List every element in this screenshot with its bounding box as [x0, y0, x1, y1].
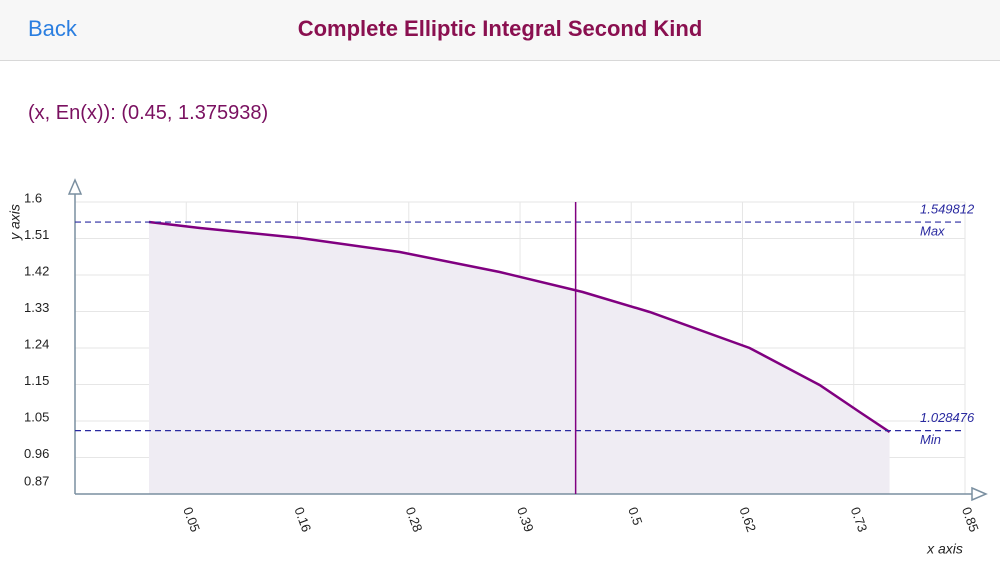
x-axis-title: x axis	[926, 541, 963, 557]
readout: (x, En(x)): (0.45, 1.375938)	[28, 102, 269, 124]
y-tick-label: 1.42	[24, 263, 49, 278]
limit-value: 1.028476	[920, 410, 975, 425]
x-tick-label: 0.85	[959, 505, 982, 534]
nav-title: Complete Elliptic Integral Second Kind	[297, 16, 703, 41]
x-tick-label: 0.73	[848, 505, 871, 534]
x-tick-label: 0.62	[736, 505, 759, 534]
curve	[148, 220, 891, 434]
x-axis-arrow	[971, 486, 988, 502]
y-tick-label: 0.96	[24, 446, 49, 461]
y-tick-label: 1.33	[24, 300, 49, 315]
x-tick-label: 0.39	[514, 505, 537, 534]
y-tick-label: 1.05	[24, 409, 49, 424]
y-tick-label: 1.6	[24, 190, 42, 205]
x-tick-label: 0.5	[625, 505, 645, 527]
y-axis-arrow	[67, 178, 83, 195]
x-tick-label: 0.05	[180, 505, 203, 534]
area-fill	[149, 222, 890, 494]
y-axis-title: y axis	[7, 204, 23, 241]
y-tick-label: 1.15	[24, 373, 49, 388]
x-tick-label: 0.28	[403, 505, 426, 534]
back-button[interactable]: Back	[28, 16, 77, 41]
limit-name: Min	[920, 432, 941, 447]
x-tick-label: 0.16	[291, 505, 314, 534]
limit-name: Max	[920, 224, 945, 239]
y-tick-label: 1.24	[24, 336, 49, 351]
y-tick-label: 0.87	[24, 473, 49, 488]
limit-value: 1.549812	[920, 202, 975, 217]
nav-bar: Back Complete Elliptic Integral Second K…	[0, 0, 1000, 61]
y-tick-label: 1.51	[24, 227, 49, 242]
